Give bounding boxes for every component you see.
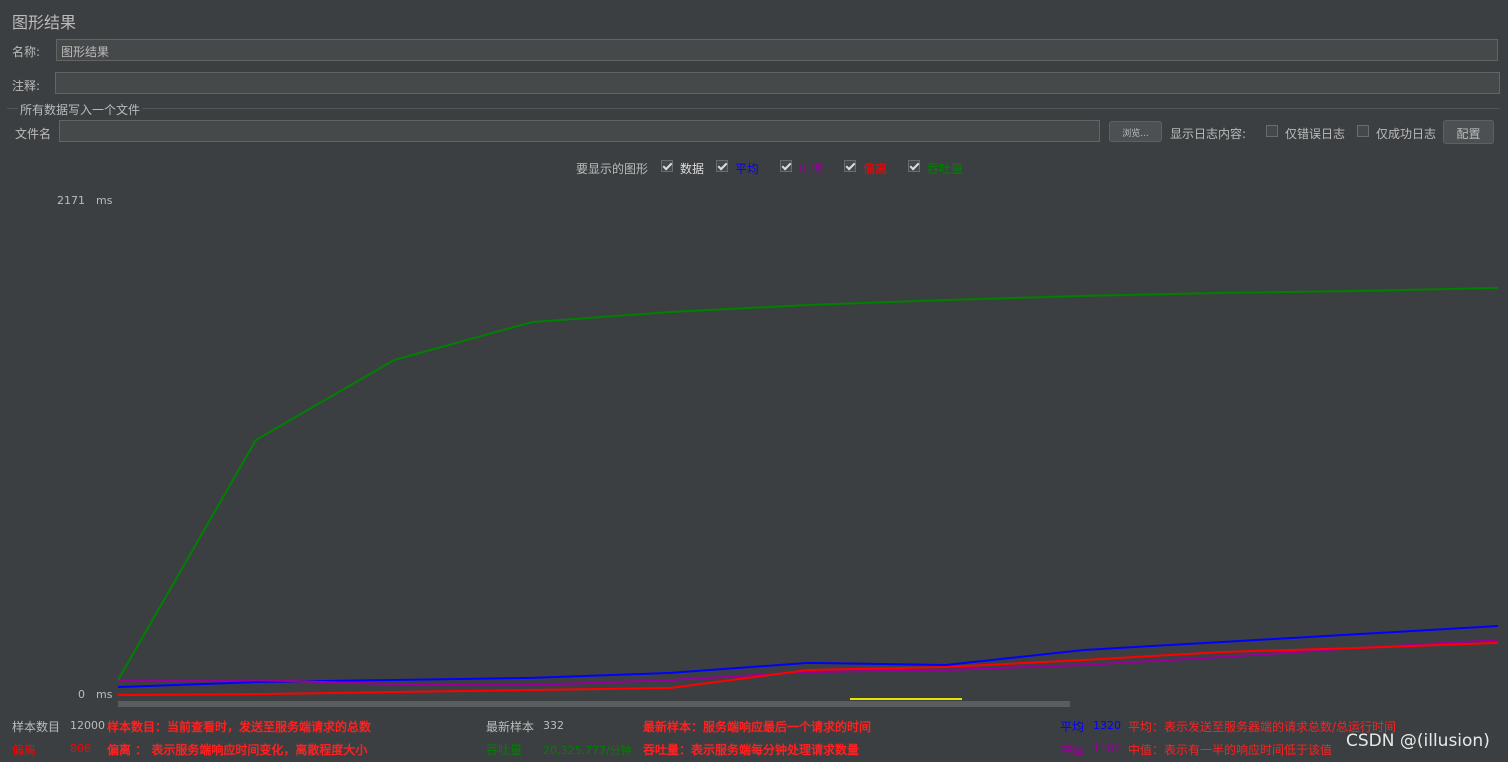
stat-value: 12000 [70, 719, 105, 732]
data-legend: 数据 [680, 162, 705, 176]
scrollbar[interactable] [118, 701, 1070, 707]
stat-value: 20,325.777/分钟 [543, 744, 632, 757]
errors-checkbox[interactable] [1266, 125, 1278, 137]
section-title: 所有数据写入一个文件 [18, 101, 143, 118]
success-label: 仅成功日志 [1376, 127, 1437, 141]
stat-value: 1320 [1093, 719, 1121, 732]
comment-field[interactable] [55, 72, 1500, 94]
watermark: CSDN @(illusion) [1346, 731, 1490, 751]
series-line [117, 286, 1499, 681]
stat-label: 平均 [1060, 720, 1085, 734]
name-field[interactable]: 图形结果 [56, 39, 1498, 61]
stat-value: 332 [543, 719, 564, 732]
stat-note: 样本数目：当前查看时，发送至服务端请求的总数 [107, 720, 372, 734]
y-tick-label: 0 [78, 688, 85, 701]
success-checkbox[interactable] [1357, 125, 1369, 137]
separator [7, 108, 1500, 109]
series-checkbox[interactable] [780, 160, 792, 172]
stat-note: 中值：表示有一半的响应时间低于该值 [1128, 743, 1333, 757]
legend-label: 吞吐量 [927, 162, 964, 176]
stat-label: 吞吐量 [486, 743, 523, 757]
stat-note: 平均：表示发送至服务器端的请求总数/总运行时间 [1128, 720, 1397, 734]
series-checkbox[interactable] [908, 160, 920, 172]
series-line [117, 625, 1499, 689]
file-label: 文件名 [15, 127, 52, 141]
y-unit: ms [96, 194, 113, 207]
stat-label: 样本数目 [12, 720, 61, 734]
data-checkbox[interactable] [661, 160, 673, 172]
stat-note: 吞吐量：表示服务端每分钟处理请求数量 [643, 743, 860, 757]
series-line [117, 641, 1499, 696]
log-label: 显示日志内容: [1170, 127, 1247, 141]
configure-button[interactable]: 配置 [1443, 120, 1494, 144]
series-checkbox[interactable] [716, 160, 728, 172]
legend-label: 中值 [799, 162, 824, 176]
comment-label: 注释: [12, 79, 41, 93]
legend-label: 平均 [735, 162, 760, 176]
stat-label: 最新样本 [486, 720, 535, 734]
stat-value: 1100 [1093, 742, 1121, 755]
y-unit: ms [96, 688, 113, 701]
series-checkbox[interactable] [844, 160, 856, 172]
stat-label: 中值 [1060, 743, 1085, 757]
series-line [118, 638, 1499, 686]
y-tick-label: 2171 [57, 194, 85, 207]
browse-button[interactable]: 浏览... [1109, 121, 1162, 142]
stat-label: 偏离 [12, 743, 37, 757]
legend-label: 偏离 [863, 162, 888, 176]
chart: 0 ms 2171 ms [57, 194, 1499, 707]
file-field[interactable] [59, 120, 1100, 142]
graphs-label: 要显示的图形 [576, 162, 649, 176]
stat-note: 最新样本：服务端响应最后一个请求的时间 [643, 720, 872, 734]
errors-label: 仅错误日志 [1285, 127, 1346, 141]
name-label: 名称: [12, 45, 41, 59]
stat-value: 806 [70, 742, 91, 755]
window-title: 图形结果 [12, 13, 77, 32]
stat-note: 偏离 ： 表示服务端响应时间变化，离散程度大小 [107, 743, 368, 757]
